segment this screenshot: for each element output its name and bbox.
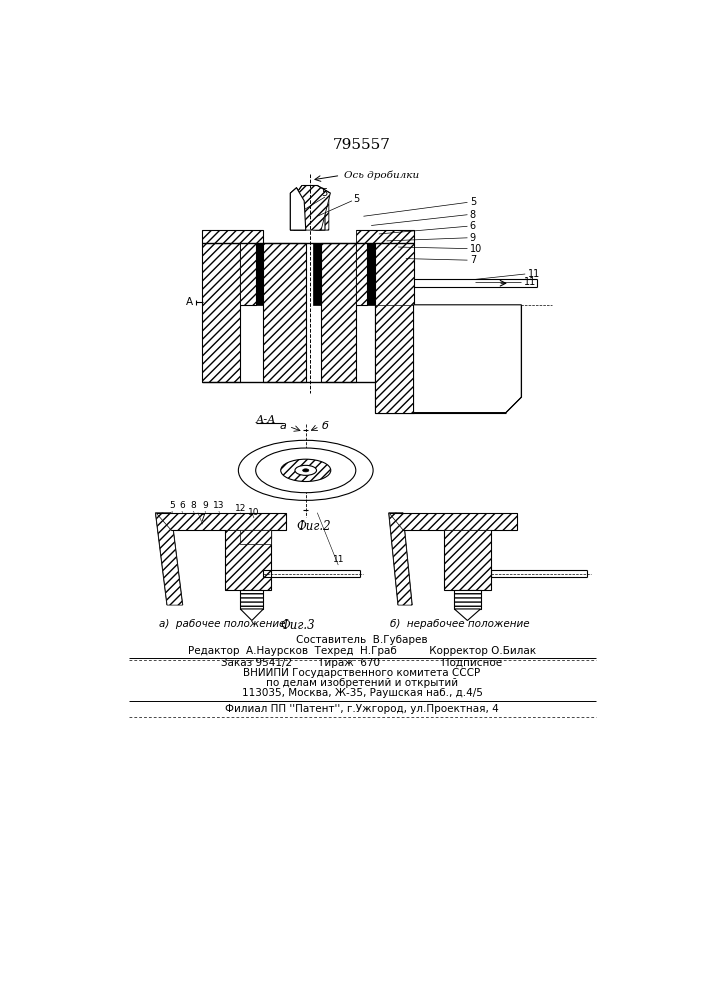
Text: а: а bbox=[279, 421, 286, 431]
Polygon shape bbox=[375, 305, 414, 413]
Text: 8: 8 bbox=[191, 501, 197, 510]
Text: 8: 8 bbox=[469, 210, 476, 220]
Text: ВНИИПИ Государственного комитета СССР: ВНИИПИ Государственного комитета СССР bbox=[243, 668, 481, 678]
Polygon shape bbox=[455, 609, 481, 620]
Polygon shape bbox=[240, 609, 264, 620]
Text: А: А bbox=[185, 297, 192, 307]
Text: 5: 5 bbox=[169, 501, 175, 510]
Text: 12: 12 bbox=[235, 504, 247, 513]
Text: 10: 10 bbox=[469, 244, 482, 254]
Text: Составитель  В.Губарев: Составитель В.Губарев bbox=[296, 635, 428, 645]
Polygon shape bbox=[156, 513, 286, 530]
Text: 6: 6 bbox=[179, 501, 185, 510]
Polygon shape bbox=[264, 243, 305, 382]
Polygon shape bbox=[444, 530, 491, 590]
Text: 9: 9 bbox=[469, 233, 476, 243]
Polygon shape bbox=[294, 191, 305, 230]
Polygon shape bbox=[316, 191, 325, 230]
Text: Фиг.2: Фиг.2 bbox=[296, 520, 331, 533]
Text: 10: 10 bbox=[248, 508, 259, 517]
Text: по делам изобретений и открытий: по делам изобретений и открытий bbox=[266, 678, 458, 688]
Text: б)  нерабочее положение: б) нерабочее положение bbox=[390, 619, 530, 629]
Text: а)  рабочее положение: а) рабочее положение bbox=[160, 619, 286, 629]
Polygon shape bbox=[240, 530, 271, 539]
Text: Ось дробилки: Ось дробилки bbox=[344, 171, 419, 180]
Text: 113035, Москва, Ж-35, Раушская наб., д.4/5: 113035, Москва, Ж-35, Раушская наб., д.4… bbox=[242, 688, 482, 698]
Ellipse shape bbox=[238, 440, 373, 500]
Polygon shape bbox=[313, 188, 329, 230]
Text: Филиал ПП ''Патент'', г.Ужгород, ул.Проектная, 4: Филиал ПП ''Патент'', г.Ужгород, ул.Прое… bbox=[225, 704, 499, 714]
Polygon shape bbox=[156, 513, 182, 605]
Polygon shape bbox=[414, 305, 521, 413]
Polygon shape bbox=[389, 513, 518, 530]
Text: 5: 5 bbox=[354, 194, 360, 204]
Text: 5: 5 bbox=[321, 188, 327, 198]
Text: 7: 7 bbox=[199, 514, 206, 523]
Polygon shape bbox=[240, 590, 264, 609]
Text: 9: 9 bbox=[202, 501, 208, 510]
Polygon shape bbox=[375, 243, 414, 382]
Text: б: б bbox=[321, 421, 328, 431]
Polygon shape bbox=[356, 243, 368, 305]
Polygon shape bbox=[455, 590, 481, 609]
Polygon shape bbox=[225, 530, 271, 590]
Text: 7: 7 bbox=[469, 255, 476, 265]
Text: Редактор  А.Наурсков  Техред  Н.Граб          Корректор О.Билак: Редактор А.Наурсков Техред Н.Граб Коррек… bbox=[188, 646, 536, 656]
Polygon shape bbox=[389, 513, 412, 605]
Text: 795557: 795557 bbox=[333, 138, 391, 152]
Polygon shape bbox=[291, 188, 305, 230]
Text: А-А: А-А bbox=[256, 415, 276, 425]
Text: 6: 6 bbox=[469, 221, 476, 231]
Polygon shape bbox=[201, 243, 240, 382]
Polygon shape bbox=[296, 185, 330, 230]
Ellipse shape bbox=[303, 469, 309, 472]
Polygon shape bbox=[240, 243, 256, 305]
Polygon shape bbox=[256, 243, 264, 305]
Text: 11: 11 bbox=[524, 277, 536, 287]
Text: 13: 13 bbox=[213, 501, 225, 510]
Polygon shape bbox=[321, 243, 356, 382]
Polygon shape bbox=[291, 188, 305, 230]
Text: 11: 11 bbox=[527, 269, 539, 279]
Polygon shape bbox=[240, 530, 271, 544]
Ellipse shape bbox=[295, 465, 317, 475]
Polygon shape bbox=[313, 243, 321, 305]
Ellipse shape bbox=[256, 448, 356, 493]
Polygon shape bbox=[368, 243, 375, 305]
Text: Заказ 9541/2        Тираж  670                   Подписное: Заказ 9541/2 Тираж 670 Подписное bbox=[221, 658, 503, 668]
Text: Фиг.3: Фиг.3 bbox=[281, 619, 315, 632]
Text: 5: 5 bbox=[469, 197, 476, 207]
Text: 11: 11 bbox=[332, 555, 344, 564]
Polygon shape bbox=[291, 188, 305, 230]
Polygon shape bbox=[356, 230, 414, 243]
Ellipse shape bbox=[281, 459, 331, 482]
Polygon shape bbox=[201, 230, 264, 243]
